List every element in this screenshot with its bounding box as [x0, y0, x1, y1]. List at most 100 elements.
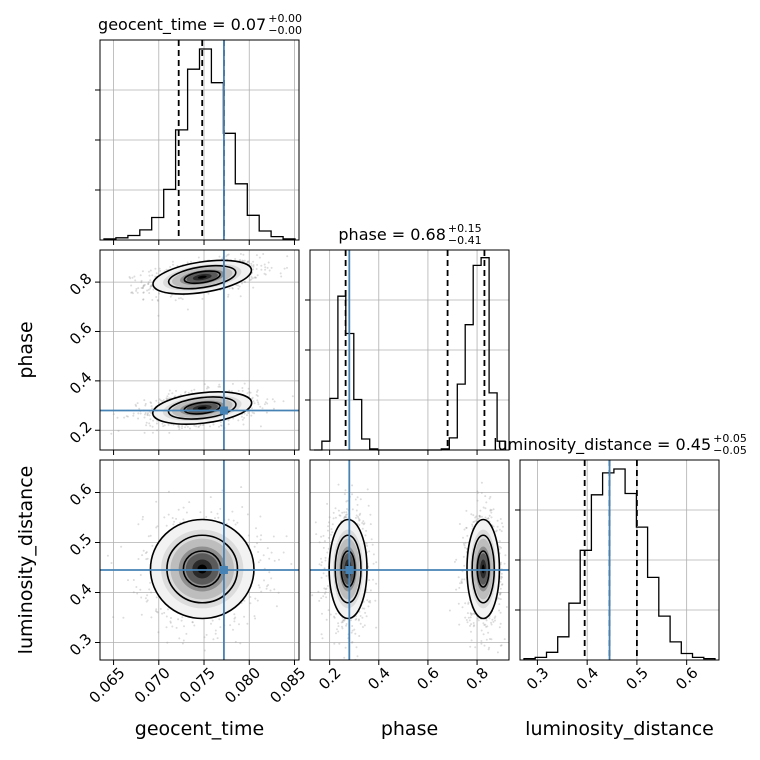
sample-point — [128, 276, 131, 278]
sample-point — [463, 544, 466, 547]
sample-point — [199, 511, 202, 514]
sample-point — [167, 423, 170, 426]
sample-point — [472, 521, 475, 523]
sample-point — [241, 387, 244, 389]
sample-point — [140, 596, 143, 599]
sample-point — [357, 619, 360, 622]
sample-point — [365, 615, 368, 618]
sample-point — [252, 286, 255, 289]
sample-point — [499, 611, 502, 614]
sample-point — [499, 592, 502, 595]
sample-point — [207, 386, 210, 389]
sample-point — [227, 423, 230, 426]
sample-point — [265, 411, 268, 414]
truth-marker — [345, 566, 354, 574]
sample-point — [152, 419, 155, 422]
sample-point — [246, 392, 249, 395]
sample-point — [366, 599, 369, 602]
sample-point — [490, 511, 493, 514]
sample-point — [231, 510, 234, 513]
sample-point — [144, 402, 147, 405]
sample-point — [496, 519, 499, 522]
sample-point — [239, 642, 242, 645]
sample-point — [257, 403, 260, 406]
sample-point — [500, 644, 503, 647]
sample-point — [470, 630, 472, 633]
sample-point — [263, 272, 266, 275]
sample-point — [151, 407, 154, 410]
sample-point — [249, 602, 252, 605]
sample-point — [341, 621, 344, 624]
sample-point — [156, 611, 159, 614]
sample-point — [338, 514, 341, 517]
sample-point — [250, 414, 253, 417]
sample-point — [227, 419, 230, 422]
sample-point — [473, 624, 476, 627]
sample-point — [165, 268, 168, 271]
sample-point — [149, 418, 152, 421]
sample-point — [259, 538, 262, 541]
sample-point — [237, 287, 240, 290]
sample-point — [256, 542, 258, 545]
sample-point — [110, 432, 113, 435]
sample-point — [358, 667, 360, 669]
sample-point — [344, 516, 347, 519]
sample-point — [343, 516, 346, 519]
sample-point — [321, 612, 323, 615]
sample-point — [485, 638, 488, 641]
sample-point — [272, 535, 275, 538]
sample-point — [317, 590, 320, 593]
title-sup: +0.05 — [713, 432, 747, 445]
sample-point — [142, 285, 145, 287]
sample-point — [149, 412, 152, 414]
sample-point — [341, 619, 344, 622]
sample-point — [265, 587, 268, 590]
sample-point — [354, 498, 357, 501]
sample-point — [478, 515, 481, 518]
sample-point — [145, 421, 148, 424]
sample-point — [351, 484, 354, 487]
sample-point — [234, 258, 237, 260]
sample-point — [480, 642, 483, 645]
sample-point — [369, 601, 372, 604]
sample-point — [142, 298, 145, 301]
sample-point — [145, 558, 148, 561]
sample-point — [345, 500, 348, 503]
sample-point — [250, 262, 253, 265]
sample-point — [256, 390, 258, 393]
sample-point — [361, 616, 364, 619]
sample-point — [476, 490, 479, 493]
sample-point — [216, 512, 219, 515]
sample-point — [478, 514, 481, 517]
sample-point — [148, 422, 151, 425]
sample-point — [369, 589, 372, 592]
sample-point — [142, 549, 145, 552]
sample-point — [221, 489, 224, 492]
sample-point — [249, 596, 252, 598]
sample-point — [246, 414, 248, 417]
contour-line — [334, 534, 362, 604]
sample-point — [484, 516, 487, 519]
sample-point — [235, 284, 238, 287]
sample-point — [455, 558, 458, 561]
sample-point — [155, 272, 158, 275]
sample-point — [238, 285, 241, 288]
sample-point — [219, 507, 222, 510]
sample-point — [264, 273, 267, 276]
sample-point — [263, 579, 265, 582]
sample-point — [268, 571, 271, 574]
sample-point — [146, 413, 149, 416]
sample-point — [363, 607, 366, 610]
sample-point — [149, 285, 152, 288]
sample-point — [320, 597, 323, 600]
sample-point — [148, 274, 151, 277]
sample-point — [258, 256, 261, 259]
sample-point — [462, 542, 465, 545]
sample-point — [256, 399, 259, 402]
sample-point — [353, 628, 356, 631]
y-tick-label: 0.8 — [66, 269, 96, 299]
sample-point — [496, 525, 499, 528]
sample-point — [173, 520, 176, 523]
sample-point — [155, 296, 158, 298]
sample-point — [357, 515, 359, 518]
